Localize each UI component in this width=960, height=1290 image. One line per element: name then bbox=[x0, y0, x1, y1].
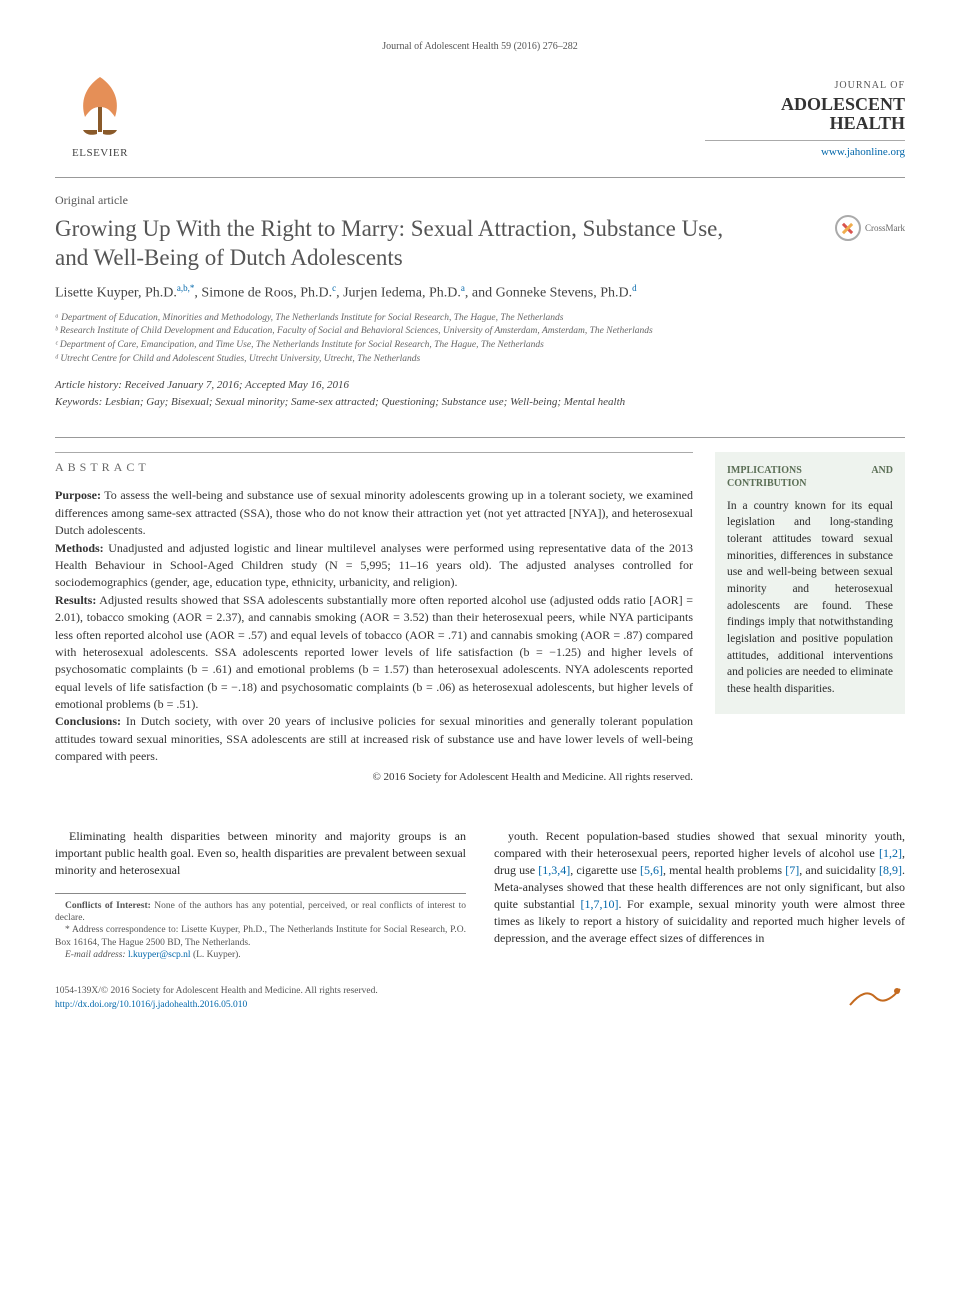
abstract-heading: ABSTRACT bbox=[55, 452, 693, 476]
abstract-text: Purpose: To assess the well-being and su… bbox=[55, 487, 693, 785]
doi-link[interactable]: http://dx.doi.org/10.1016/j.jadohealth.2… bbox=[55, 1000, 247, 1010]
footnotes: Conflicts of Interest: None of the autho… bbox=[55, 893, 466, 962]
journal-name: ADOLESCENT HEALTH bbox=[705, 95, 905, 135]
crossmark-label: CrossMark bbox=[865, 222, 905, 235]
running-head: Journal of Adolescent Health 59 (2016) 2… bbox=[55, 40, 905, 54]
sidebar-title: IMPLICATIONS AND CONTRIBUTION bbox=[727, 464, 893, 490]
header-divider bbox=[55, 177, 905, 178]
citation-link[interactable]: [1,2] bbox=[879, 846, 902, 860]
citation-link[interactable]: [1,3,4] bbox=[538, 863, 570, 877]
affiliations: ᵃ Department of Education, Minorities an… bbox=[55, 312, 905, 366]
crossmark-badge[interactable]: CrossMark bbox=[835, 215, 905, 241]
article-title: Growing Up With the Right to Marry: Sexu… bbox=[55, 215, 735, 273]
article-history: Article history: Received January 7, 201… bbox=[55, 378, 905, 393]
sidebar-text: In a country known for its equal legisla… bbox=[727, 498, 893, 698]
body-para-1: Eliminating health disparities between m… bbox=[55, 828, 466, 879]
affiliation-line: ᵃ Department of Education, Minorities an… bbox=[55, 312, 905, 325]
title-row: Growing Up With the Right to Marry: Sexu… bbox=[55, 215, 905, 273]
citation-link[interactable]: [7] bbox=[785, 863, 799, 877]
citation-link[interactable]: [1,7,10] bbox=[580, 897, 618, 911]
affiliation-line: ᶜ Department of Care, Emancipation, and … bbox=[55, 339, 905, 352]
page-footer: 1054-139X/© 2016 Society for Adolescent … bbox=[55, 985, 905, 1014]
abstract-region: ABSTRACT Purpose: To assess the well-bei… bbox=[55, 452, 905, 786]
article-type: Original article bbox=[55, 192, 905, 209]
publisher-name: ELSEVIER bbox=[72, 146, 128, 161]
journal-brand: JOURNAL OF ADOLESCENT HEALTH www.jahonli… bbox=[705, 79, 905, 161]
keywords: Keywords: Lesbian; Gay; Bisexual; Sexual… bbox=[55, 395, 905, 410]
citation-link[interactable]: [5,6] bbox=[640, 863, 663, 877]
journal-overline: JOURNAL OF bbox=[705, 79, 905, 93]
header-row: ELSEVIER JOURNAL OF ADOLESCENT HEALTH ww… bbox=[55, 72, 905, 167]
elsevier-tree-icon bbox=[65, 72, 135, 144]
footer-right bbox=[845, 985, 905, 1014]
implications-sidebar: IMPLICATIONS AND CONTRIBUTION In a count… bbox=[715, 452, 905, 714]
jah-footer-icon bbox=[845, 985, 905, 1009]
footer-left: 1054-139X/© 2016 Society for Adolescent … bbox=[55, 985, 378, 1014]
affiliation-line: ᵇ Research Institute of Child Developmen… bbox=[55, 325, 905, 338]
abstract-column: ABSTRACT Purpose: To assess the well-bei… bbox=[55, 452, 693, 786]
citation-link[interactable]: [8,9] bbox=[879, 863, 902, 877]
body-columns: Eliminating health disparities between m… bbox=[55, 828, 905, 962]
affiliation-line: ᵈ Utrecht Centre for Child and Adolescen… bbox=[55, 353, 905, 366]
journal-url[interactable]: www.jahonline.org bbox=[705, 140, 905, 160]
corresponding-email[interactable]: l.kuyper@scp.nl bbox=[126, 950, 191, 960]
body-para-2: youth. Recent population-based studies s… bbox=[494, 828, 905, 947]
author-list: Lisette Kuyper, Ph.D.a,b,*, Simone de Ro… bbox=[55, 282, 905, 303]
meta-divider bbox=[55, 437, 905, 438]
publisher-logo: ELSEVIER bbox=[55, 72, 145, 167]
crossmark-icon bbox=[835, 215, 861, 241]
abstract-copyright: © 2016 Society for Adolescent Health and… bbox=[55, 770, 693, 786]
